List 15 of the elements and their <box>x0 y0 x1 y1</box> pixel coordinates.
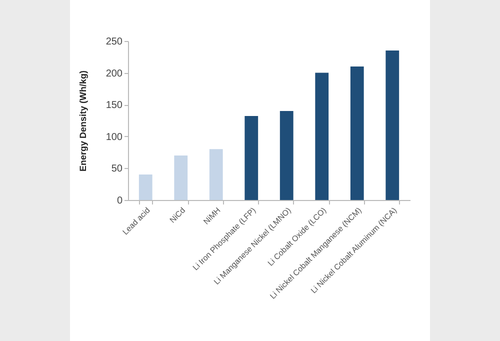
y-tick-label: 150 <box>106 100 123 112</box>
bar <box>244 116 258 200</box>
bar <box>386 50 400 200</box>
y-tick-label: 100 <box>106 132 123 143</box>
bar <box>174 155 188 200</box>
bar <box>209 149 223 200</box>
y-tick-label: 0 <box>116 196 123 206</box>
bar <box>280 110 294 200</box>
y-tick-label: 50 <box>111 164 123 175</box>
bar <box>315 72 329 200</box>
y-tick-label: 250 <box>106 36 123 48</box>
bar <box>138 174 152 200</box>
y-axis-title: Energy Density (Wh/kg) <box>78 70 88 172</box>
bar <box>350 66 364 200</box>
y-tick-label: 200 <box>106 68 123 80</box>
